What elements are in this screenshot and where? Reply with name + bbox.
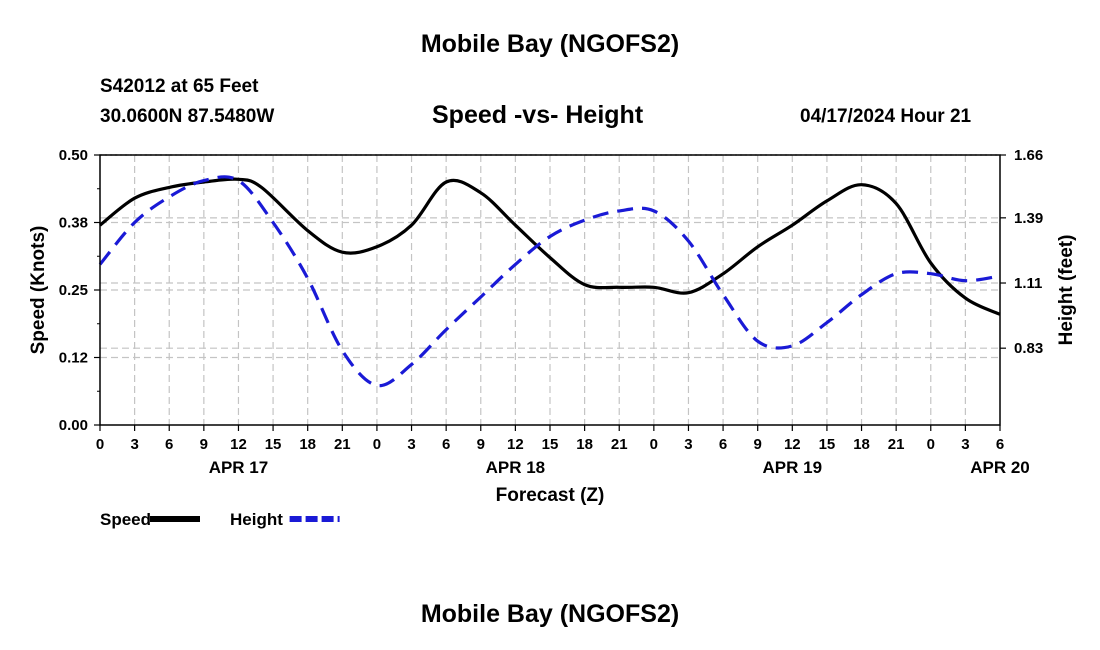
series-layer <box>98 175 1001 388</box>
forecast-datetime: 04/17/2024 Hour 21 <box>800 106 972 127</box>
y-tick-label: 0.12 <box>59 350 88 367</box>
x-tick-label: 18 <box>299 436 316 453</box>
height-series-line <box>98 175 1001 388</box>
legend: Speed Height <box>100 510 340 529</box>
x-tick-label: 3 <box>684 436 692 453</box>
axes: 0 3 6 9 12 15 18 21 0 3 6 9 12 15 18 21 0 3 6 9 12 15 18 21 0 3 6 0… <box>28 147 1077 506</box>
y2-tick-label: 1.39 <box>1014 210 1043 227</box>
x-tick-label: 0 <box>373 436 381 453</box>
x-tick-label: 15 <box>265 436 282 453</box>
y-tick-label: 0.00 <box>59 417 88 434</box>
coordinates-label: 30.0600N 87.5480W <box>100 106 275 127</box>
x-tick-label: 12 <box>230 436 247 453</box>
date-label: APR 18 <box>486 458 546 477</box>
y-tick-label: 0.50 <box>59 147 88 164</box>
x-tick-label: 3 <box>961 436 969 453</box>
x-tick-label: 21 <box>888 436 905 453</box>
x-tick-label: 18 <box>576 436 593 453</box>
date-label: APR 20 <box>970 458 1030 477</box>
y-tick-label: 0.25 <box>59 282 88 299</box>
y-axis-title: Speed (Knots) <box>28 226 49 355</box>
y2-axis-title: Height (feet) <box>1056 235 1077 346</box>
x-tick-label: 3 <box>407 436 415 453</box>
x-tick-label: 0 <box>96 436 104 453</box>
x-tick-label: 0 <box>650 436 658 453</box>
legend-label-height: Height <box>230 510 283 529</box>
page-title-bottom: Mobile Bay (NGOFS2) <box>420 600 680 628</box>
legend-label-speed: Speed <box>100 510 151 529</box>
x-tick-label: 21 <box>334 436 351 453</box>
x-tick-label: 6 <box>442 436 450 453</box>
speed-series-line <box>99 177 1001 316</box>
x-tick-label: 21 <box>611 436 628 453</box>
x-tick-label: 0 <box>927 436 935 453</box>
x-tick-label: 15 <box>542 436 559 453</box>
x-tick-label: 9 <box>200 436 208 453</box>
page-title: Mobile Bay (NGOFS2) <box>420 30 680 58</box>
y2-tick-label: 1.66 <box>1014 147 1043 164</box>
x-tick-label: 15 <box>819 436 836 453</box>
x-tick-label: 6 <box>719 436 727 453</box>
x-tick-label: 12 <box>507 436 524 453</box>
station-label: S42012 at 65 Feet <box>100 76 259 97</box>
x-axis-title: Forecast (Z) <box>496 485 605 506</box>
x-tick-label: 12 <box>784 436 801 453</box>
y2-tick-label: 1.11 <box>1014 275 1042 292</box>
y2-tick-label: 0.83 <box>1014 340 1043 357</box>
x-tick-label: 6 <box>165 436 173 453</box>
grid <box>100 154 1000 425</box>
chart-subtitle: Speed -vs- Height <box>432 101 644 129</box>
x-tick-label: 6 <box>996 436 1004 453</box>
x-tick-label: 9 <box>754 436 762 453</box>
x-tick-label: 3 <box>130 436 138 453</box>
date-label: APR 17 <box>209 458 269 477</box>
x-tick-label: 9 <box>477 436 485 453</box>
date-label: APR 19 <box>763 458 823 477</box>
y-tick-label: 0.38 <box>59 215 88 232</box>
x-tick-label: 18 <box>853 436 870 453</box>
